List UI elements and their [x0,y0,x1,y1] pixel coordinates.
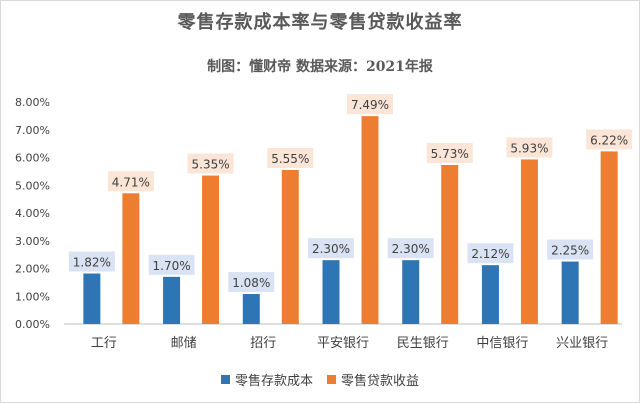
data-label: 1.70% [153,259,191,273]
data-label: 2.30% [312,242,350,256]
data-label: 7.49% [351,98,389,112]
y-tick-label: 0.00% [15,318,50,331]
y-tick-label: 2.00% [15,263,50,276]
bar-loan-yield [600,151,618,324]
y-tick-label: 3.00% [15,235,50,248]
data-label: 1.82% [73,255,111,269]
legend: 零售存款成本 零售贷款收益 [0,370,640,389]
chart-title: 零售存款成本率与零售贷款收益率 [177,12,463,33]
data-label: 1.08% [232,276,270,290]
bar-loan-yield [520,159,538,324]
bar-loan-yield [441,164,459,324]
bar-loan-yield [281,169,299,324]
data-label-bg [308,238,354,259]
y-tick-label: 1.00% [15,290,50,303]
data-label-bg [586,129,633,150]
data-label: 4.71% [112,175,150,189]
y-tick-label: 4.00% [15,207,50,220]
x-category-label: 中信银行 [476,336,528,351]
data-label-bg [426,142,473,163]
x-category-label: 招行 [250,336,276,351]
data-label: 2.12% [471,247,509,261]
legend-swatch-deposit-cost [220,375,230,384]
bar-loan-yield [202,175,220,324]
legend-item-loan-yield: 零售贷款收益 [327,370,419,389]
legend-label-loan-yield: 零售贷款收益 [341,374,420,389]
bar-deposit-cost [561,261,579,324]
y-tick-label: 5.00% [15,179,50,192]
y-tick-label: 6.00% [15,152,50,165]
data-label-bg [107,171,154,192]
x-category-label: 兴业银行 [556,336,608,351]
data-label-bg [547,239,594,260]
x-category-label: 民生银行 [397,336,449,351]
y-tick-label: 8.00% [15,96,50,109]
data-label: 2.25% [551,244,589,258]
data-label-bg [387,238,434,259]
legend-swatch-loan-yield [327,375,336,384]
chart-subtitle: 制图：懂财帝 数据来源：2021年报 [207,59,433,75]
data-label-bg [267,147,314,168]
data-label-bg [148,254,195,275]
data-label: 5.73% [431,147,469,161]
bar-deposit-cost [83,273,101,324]
bar-deposit-cost [163,276,181,324]
legend-label-deposit-cost: 零售存款成本 [234,374,313,389]
data-label: 5.93% [510,141,548,155]
data-label-bg [467,243,514,264]
data-label-bg [347,94,393,115]
bar-loan-yield [361,116,379,324]
data-label-bg [68,251,115,272]
bar-deposit-cost [402,260,420,324]
bar-deposit-cost [481,265,499,324]
data-label-bg [228,272,275,293]
data-label: 2.30% [392,242,430,256]
bar-loan-yield [122,193,140,324]
legend-item-deposit-cost: 零售存款成本 [220,370,313,389]
data-label: 6.22% [590,133,628,147]
x-category-label: 邮储 [171,336,197,351]
y-tick-label: 7.00% [15,124,50,137]
x-category-label: 平安银行 [317,336,369,351]
data-label-bg [187,153,234,174]
data-label: 5.35% [192,158,230,172]
bar-deposit-cost [322,260,340,324]
data-label: 5.55% [271,152,309,166]
bar-deposit-cost [242,294,260,324]
x-category-label: 工行 [91,336,117,351]
data-label-bg [506,137,553,158]
